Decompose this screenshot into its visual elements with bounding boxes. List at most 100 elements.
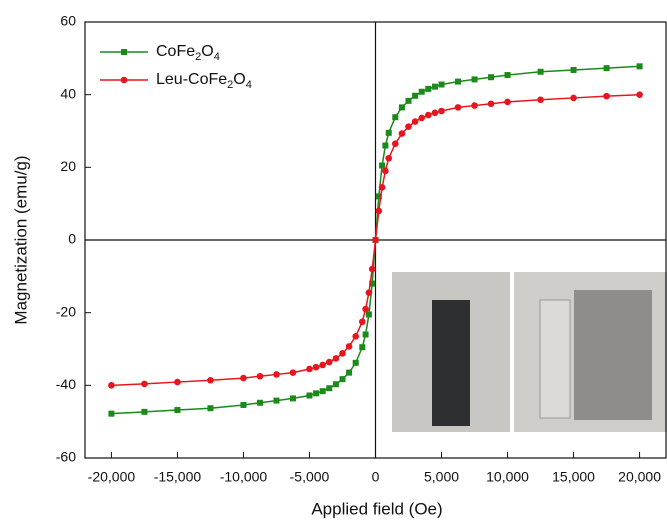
marker	[256, 372, 264, 380]
marker	[207, 376, 214, 384]
marker	[438, 81, 445, 88]
marker	[375, 193, 382, 200]
marker	[603, 92, 610, 100]
marker	[378, 184, 386, 191]
vial	[539, 299, 571, 419]
marker	[352, 359, 359, 366]
marker	[431, 83, 438, 90]
marker	[365, 289, 373, 296]
marker	[405, 123, 412, 130]
marker	[570, 66, 577, 73]
marker	[174, 378, 181, 386]
marker	[325, 358, 333, 366]
x-axis-title: Applied field (Oe)	[311, 499, 442, 518]
marker	[382, 142, 389, 149]
marker	[289, 395, 296, 402]
marker	[332, 355, 340, 362]
legend-text: Leu-CoFe2O4	[156, 71, 252, 91]
x-tick-label: -15,000	[154, 469, 202, 485]
marker	[240, 374, 247, 382]
marker	[438, 107, 445, 115]
marker	[352, 332, 359, 340]
marker	[319, 361, 326, 369]
marker	[405, 97, 412, 104]
marker	[487, 100, 495, 108]
marker	[365, 311, 372, 318]
legend-marker	[121, 49, 127, 55]
y-tick-label: -60	[56, 449, 76, 465]
x-tick-label: 10,000	[486, 469, 529, 485]
x-tick-label: 5,000	[424, 469, 459, 485]
marker	[418, 114, 426, 122]
marker	[312, 363, 320, 371]
y-axis-title: Magnetization (emu/g)	[11, 155, 30, 324]
marker	[339, 376, 346, 383]
y-tick-label: -40	[56, 376, 76, 392]
marker	[382, 167, 389, 175]
marker	[488, 74, 495, 81]
marker	[385, 154, 393, 162]
marker	[358, 318, 366, 326]
marker	[108, 410, 115, 417]
y-tick-label: 0	[68, 231, 76, 247]
x-tick-label: 0	[372, 469, 380, 485]
marker	[289, 369, 297, 376]
marker	[636, 63, 643, 70]
y-tick-label: 40	[60, 85, 76, 101]
marker	[504, 98, 511, 106]
marker	[240, 401, 247, 408]
marker	[368, 265, 376, 273]
x-tick-label: -20,000	[88, 469, 136, 485]
marker	[306, 365, 313, 373]
marker	[339, 350, 346, 357]
marker	[570, 94, 577, 102]
marker	[346, 369, 353, 376]
marker	[411, 118, 419, 125]
y-tick-label: 20	[60, 158, 76, 174]
marker	[398, 104, 405, 111]
marker	[425, 111, 432, 119]
marker	[319, 388, 326, 395]
marker	[471, 76, 478, 83]
marker	[537, 96, 544, 104]
y-tick-label: -20	[56, 303, 76, 319]
marker	[359, 344, 366, 351]
marker	[345, 343, 353, 350]
marker	[141, 380, 148, 388]
y-tick-label: 60	[60, 13, 76, 29]
marker	[418, 88, 425, 95]
legend-marker	[120, 76, 128, 84]
magnet	[574, 290, 652, 420]
marker	[454, 104, 462, 111]
marker	[455, 78, 462, 85]
marker	[362, 331, 369, 338]
marker	[471, 102, 478, 109]
marker	[313, 390, 320, 397]
marker	[425, 85, 432, 92]
marker	[636, 91, 643, 98]
marker	[392, 114, 399, 121]
marker	[431, 109, 439, 117]
vial	[432, 300, 470, 426]
marker	[504, 72, 511, 79]
x-tick-label: 20,000	[618, 469, 661, 485]
marker	[273, 371, 280, 378]
marker	[375, 207, 383, 215]
x-tick-label: -10,000	[220, 469, 268, 485]
marker	[392, 140, 399, 148]
marker	[379, 162, 386, 169]
marker	[108, 382, 115, 389]
marker	[207, 405, 214, 412]
marker	[537, 68, 544, 75]
marker	[306, 392, 313, 399]
marker	[332, 381, 339, 388]
marker	[372, 236, 379, 244]
marker	[385, 129, 392, 136]
legend-text: CoFe2O4	[156, 43, 220, 63]
marker	[398, 130, 406, 137]
marker	[362, 305, 369, 313]
marker	[256, 399, 263, 406]
marker	[369, 280, 376, 287]
marker	[273, 397, 280, 404]
